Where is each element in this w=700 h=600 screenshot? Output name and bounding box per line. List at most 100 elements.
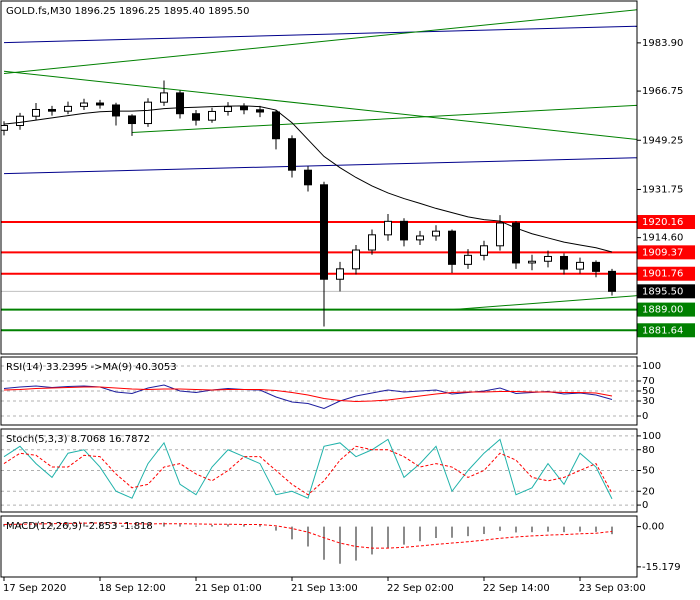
histogram-bar	[67, 522, 69, 527]
panel	[1, 365, 637, 417]
level-label-box	[637, 323, 695, 338]
candle-body	[368, 234, 376, 251]
histogram-bar	[291, 526, 293, 540]
candle-body	[208, 110, 216, 121]
last-price-box	[637, 284, 695, 299]
panel-frame	[0, 0, 638, 355]
candle-body	[96, 102, 104, 106]
histogram-bar	[3, 523, 5, 527]
histogram-bar	[579, 526, 581, 532]
trendline	[3, 9, 637, 75]
candle-body	[560, 255, 568, 270]
y-tick-label: 1966.75	[642, 86, 683, 97]
panel	[3, 522, 613, 564]
x-tick-label: 22 Sep 14:00	[483, 583, 550, 594]
panel	[1, 9, 637, 332]
histogram-bar	[595, 526, 597, 532]
y-tick-label: 1983.90	[642, 38, 683, 49]
y-tick-label: -15.179	[642, 562, 681, 573]
candle-body	[224, 106, 232, 112]
signal-line	[3, 522, 613, 549]
candle-body	[320, 184, 328, 280]
histogram-bar	[83, 522, 85, 527]
candle-body	[528, 260, 536, 264]
last-price-label: 1895.50	[642, 286, 683, 297]
candle-body	[32, 108, 40, 117]
trendline	[3, 25, 637, 44]
x-tick-label: 21 Sep 01:00	[195, 583, 262, 594]
candle-body	[304, 169, 312, 186]
histogram-bar	[499, 526, 501, 531]
x-tick-label: 17 Sep 2020	[3, 583, 66, 594]
candle-body	[272, 111, 280, 140]
histogram-bar	[51, 522, 53, 527]
indicator-line	[3, 438, 613, 500]
trendline	[3, 70, 637, 140]
moving-average	[3, 105, 613, 253]
candle-body	[240, 106, 248, 111]
level-label: 1920.16	[642, 217, 683, 228]
candle-body	[384, 220, 392, 236]
candle-body	[496, 222, 504, 247]
candle-body	[592, 261, 600, 272]
histogram-bar	[307, 526, 309, 547]
y-tick-label: 1949.25	[642, 135, 683, 146]
level-label: 1909.37	[642, 247, 683, 258]
histogram-bar	[227, 524, 229, 527]
candle-body	[512, 222, 520, 264]
candle-body	[16, 115, 24, 127]
y-tick-label: 0.00	[642, 522, 664, 533]
histogram-bar	[483, 526, 485, 535]
candle-body	[160, 92, 168, 103]
x-tick-label: 21 Sep 13:00	[291, 583, 358, 594]
level-label: 1889.00	[642, 305, 683, 316]
candle-body	[464, 254, 472, 265]
y-tick-label: 30	[642, 396, 655, 407]
level-label-box	[637, 245, 695, 260]
candle-body	[144, 101, 152, 125]
panel-frame	[0, 356, 638, 426]
y-tick-label: 100	[642, 431, 661, 442]
x-tick-label: 23 Sep 03:00	[579, 583, 646, 594]
y-tick-label: 1931.75	[642, 184, 683, 195]
histogram-bar	[195, 525, 197, 527]
histogram-bar	[339, 526, 341, 564]
candle-body	[432, 230, 440, 237]
histogram-bar	[531, 526, 533, 533]
y-tick-label: 70	[642, 376, 655, 387]
y-tick-label: 80	[642, 445, 655, 456]
histogram-bar	[115, 524, 117, 527]
candle-body	[288, 138, 296, 171]
histogram-bar	[243, 524, 245, 527]
histogram-bar	[403, 526, 405, 545]
trendline	[451, 295, 637, 311]
histogram-bar	[467, 526, 469, 537]
candle-body	[176, 92, 184, 115]
candle-body	[480, 245, 488, 256]
candle-body	[352, 249, 360, 270]
panel-title: GOLD.fs,M30 1896.25 1896.25 1895.40 1895…	[6, 6, 249, 17]
histogram-bar	[19, 523, 21, 527]
candle-body	[608, 270, 616, 292]
panel-title: RSI(14) 33.2395 ->MA(9) 40.3053	[6, 362, 177, 373]
y-tick-label: 0	[642, 500, 648, 511]
candle-body	[576, 261, 584, 270]
histogram-bar	[419, 526, 421, 542]
histogram-bar	[371, 526, 373, 555]
x-tick-label: 18 Sep 12:00	[99, 583, 166, 594]
level-label: 1901.76	[642, 269, 683, 280]
histogram-bar	[451, 526, 453, 538]
candle-body	[48, 108, 56, 112]
level-label: 1881.64	[642, 325, 683, 336]
panel-title: Stoch(5,3,3) 8.7068 16.7872	[6, 434, 150, 445]
y-tick-label: 0	[642, 411, 648, 422]
trendline	[131, 104, 637, 134]
y-tick-label: 100	[642, 361, 661, 372]
histogram-bar	[211, 525, 213, 527]
y-tick-label: 20	[642, 486, 655, 497]
histogram-bar	[515, 526, 517, 533]
candle-body	[112, 104, 120, 117]
y-tick-label: 50	[642, 386, 655, 397]
histogram-bar	[547, 526, 549, 532]
